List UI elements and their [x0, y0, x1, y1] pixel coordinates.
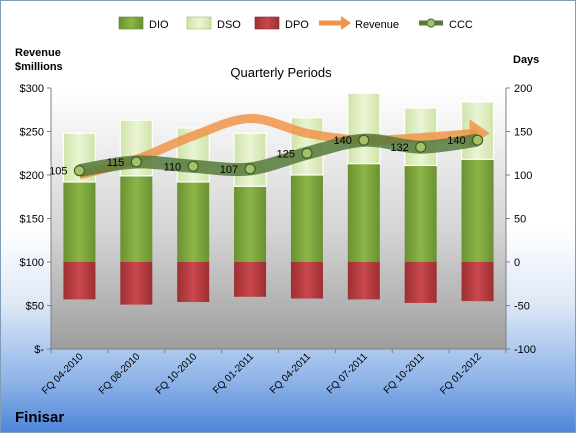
chart-title: Quarterly Periods — [230, 65, 332, 80]
company-name: Finisar — [15, 409, 64, 426]
lines-group: 105 115 110 107 125 140 132 140 — [49, 113, 490, 180]
x-tick-label: FQ 10-2010 — [154, 351, 200, 397]
bar-dpo — [290, 262, 323, 299]
x-tick-label: FQ 01-2011 — [211, 351, 256, 396]
ccc-point — [73, 165, 86, 177]
left-axis-title-line2: $millions — [15, 61, 63, 73]
right-tick-label: 0 — [514, 257, 520, 269]
ccc-data-label: 107 — [220, 164, 238, 176]
bar-dpo — [347, 262, 380, 300]
x-tick-label: FQ 04-2010 — [40, 351, 86, 397]
left-tick-label: $200 — [20, 170, 44, 182]
right-tick-label: -50 — [514, 301, 530, 313]
bar-dso — [347, 92, 381, 165]
legend-swatch-dso — [186, 16, 212, 30]
legend-swatch-dio — [118, 16, 144, 30]
ccc-point — [187, 160, 199, 172]
right-tick-label: -100 — [514, 344, 536, 356]
left-tick-label: $- — [34, 344, 44, 356]
bar-dio — [120, 175, 153, 262]
bar-dio — [234, 186, 267, 262]
bar-dpo — [404, 262, 437, 303]
bar-dio — [290, 175, 323, 262]
x-tick-label: FQ 08-2010 — [97, 351, 143, 397]
left-axis-title-line1: Revenue — [15, 47, 61, 59]
left-tick-label: $300 — [20, 83, 44, 95]
bar-dio — [347, 163, 380, 262]
left-tick-label: $50 — [26, 301, 44, 313]
ccc-point — [130, 156, 142, 168]
right-tick-label: 100 — [514, 170, 532, 182]
bar-dio — [404, 165, 437, 262]
legend-label-dpo: DPO — [285, 19, 309, 31]
right-tick-label: 150 — [514, 127, 532, 139]
bar-dso — [233, 132, 267, 187]
right-tick-label: 200 — [514, 83, 532, 95]
legend-swatch-dpo — [254, 16, 280, 30]
ccc-point — [358, 134, 370, 146]
right-tick-label: 50 — [514, 214, 526, 226]
x-tick-label: FQ 01-2012 — [438, 351, 484, 397]
legend: DIO DSO DPO Revenue CCC — [118, 16, 473, 31]
bar-dpo — [234, 262, 267, 297]
x-tick-label: FQ 10-2011 — [382, 351, 427, 396]
ccc-data-label: 115 — [107, 157, 125, 169]
x-tick-label: FQ 04-2011 — [268, 351, 313, 396]
ccc-point — [471, 134, 484, 146]
legend-swatch-ccc — [419, 18, 443, 28]
bar-dio — [461, 159, 494, 262]
bar-dpo — [177, 262, 210, 303]
bar-dio — [63, 181, 96, 262]
ccc-data-label: 140 — [447, 135, 465, 147]
bar-dpo — [461, 262, 494, 302]
ccc-data-label: 125 — [277, 148, 295, 160]
ccc-data-label: 140 — [333, 135, 351, 147]
bar-dpo — [120, 262, 153, 305]
legend-label-dso: DSO — [217, 19, 241, 31]
ccc-data-label: 110 — [164, 161, 182, 173]
legend-label-revenue: Revenue — [355, 19, 399, 31]
ccc-data-label: 132 — [390, 142, 408, 154]
legend-label-ccc: CCC — [449, 19, 473, 31]
bar-dio — [177, 181, 210, 262]
bar-dpo — [63, 262, 96, 300]
x-tick-label: FQ 07-2011 — [325, 351, 370, 396]
ccc-data-label: 105 — [49, 166, 67, 178]
left-tick-label: $250 — [20, 127, 44, 139]
right-axis-title: Days — [513, 54, 539, 66]
legend-swatch-revenue — [319, 16, 351, 30]
ccc-point — [415, 141, 427, 153]
left-tick-label: $100 — [20, 257, 44, 269]
left-tick-label: $150 — [20, 214, 44, 226]
legend-label-dio: DIO — [149, 19, 169, 31]
ccc-point — [244, 163, 256, 175]
ccc-point — [301, 147, 313, 159]
